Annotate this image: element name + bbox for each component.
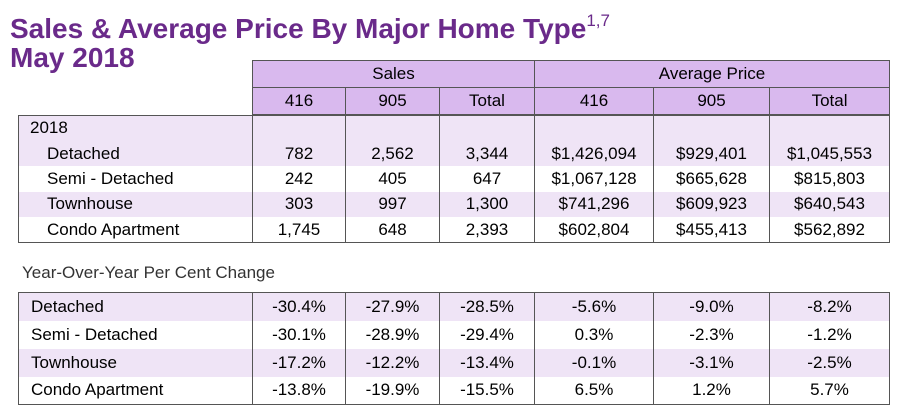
table-cell: $741,296 [534, 191, 654, 218]
table-cell: -27.9% [345, 292, 440, 321]
header-col-sales-416: 416 [252, 87, 346, 115]
table-cell: -17.2% [252, 348, 346, 377]
table-cell: -13.8% [252, 376, 346, 405]
table-cell: -5.6% [534, 292, 654, 321]
table-cell: $815,803 [769, 166, 890, 192]
table-cell: -28.5% [439, 292, 535, 321]
table-cell: -0.1% [534, 348, 654, 377]
table-cell: 6.5% [534, 376, 654, 405]
table-cell: 2,562 [345, 140, 440, 167]
table-row: Townhouse 303 997 1,300 $741,296 $609,92… [18, 191, 890, 218]
row-label: Detached [18, 292, 253, 321]
table-cell: 1,745 [252, 217, 346, 243]
table-cell: -28.9% [345, 320, 440, 349]
row-label: Condo Apartment [18, 376, 253, 405]
table-cell: -9.0% [653, 292, 770, 321]
table-cell: -29.4% [439, 320, 535, 349]
table-cell: $1,426,094 [534, 140, 654, 167]
table-cell: 647 [439, 166, 535, 192]
table-cell: -12.2% [345, 348, 440, 377]
table-cell: -19.9% [345, 376, 440, 405]
table-cell: 0.3% [534, 320, 654, 349]
table-cell: -15.5% [439, 376, 535, 405]
page-title: Sales & Average Price By Major Home Type… [10, 4, 610, 46]
header-col-sales-total: Total [438, 87, 536, 115]
page-subtitle: May 2018 [10, 42, 135, 73]
row-label: Semi - Detached [18, 320, 253, 349]
table-cell: $665,628 [653, 166, 770, 192]
table-cell: -1.2% [769, 320, 890, 349]
table-cell: 5.7% [769, 376, 890, 405]
table-cell: 242 [252, 166, 346, 192]
table-cell: 1,300 [439, 191, 535, 218]
yoy-section-title: Year-Over-Year Per Cent Change [22, 263, 275, 282]
table-cell: -2.5% [769, 348, 890, 377]
header-col-avg-total: Total [769, 87, 891, 115]
year-row: 2018 [18, 115, 890, 141]
row-label: Townhouse [18, 191, 253, 218]
table-cell: -2.3% [653, 320, 770, 349]
title-footnote: 1,7 [586, 11, 610, 30]
table-cell: -3.1% [653, 348, 770, 377]
table-cell: $640,543 [769, 191, 890, 218]
table-cell: 997 [345, 191, 440, 218]
table-cell: $609,923 [653, 191, 770, 218]
row-label: Condo Apartment [18, 217, 253, 243]
yoy-table: Detached -30.4% -27.9% -28.5% -5.6% -9.0… [18, 292, 890, 405]
table-cell: 3,344 [439, 140, 535, 167]
table-cell: $602,804 [534, 217, 654, 243]
table-row: Condo Apartment -13.8% -19.9% -15.5% 6.5… [18, 376, 890, 405]
row-label: Detached [18, 140, 253, 167]
header-col-avg-905: 905 [653, 87, 771, 115]
table-cell: -30.1% [252, 320, 346, 349]
table-cell: 2,393 [439, 217, 535, 243]
table-cell: 782 [252, 140, 346, 167]
table-cell: 648 [345, 217, 440, 243]
table-cell: $562,892 [769, 217, 890, 243]
sales-table: 2018 Detached 782 2,562 3,344 $1,426,094… [18, 115, 890, 243]
table-row: Condo Apartment 1,745 648 2,393 $602,804… [18, 217, 890, 243]
title-text: Sales & Average Price By Major Home Type [10, 13, 587, 44]
table-cell: $929,401 [653, 140, 770, 167]
row-label: Semi - Detached [18, 166, 253, 192]
table-row: Semi - Detached -30.1% -28.9% -29.4% 0.3… [18, 320, 890, 349]
header-col-sales-905: 905 [345, 87, 440, 115]
table-row: Detached 782 2,562 3,344 $1,426,094 $929… [18, 140, 890, 167]
table-cell: -8.2% [769, 292, 890, 321]
table-cell: -13.4% [439, 348, 535, 377]
table-cell: 405 [345, 166, 440, 192]
table-cell: 1.2% [653, 376, 770, 405]
table-row: Detached -30.4% -27.9% -28.5% -5.6% -9.0… [18, 292, 890, 321]
table-cell: $455,413 [653, 217, 770, 243]
table-cell: $1,067,128 [534, 166, 654, 192]
year-label: 2018 [18, 115, 253, 141]
table-cell: 303 [252, 191, 346, 218]
table-cell: -30.4% [252, 292, 346, 321]
table-cell: $1,045,553 [769, 140, 890, 167]
header-group-sales: Sales [251, 60, 536, 88]
header-col-avg-416: 416 [534, 87, 655, 115]
table-row: Semi - Detached 242 405 647 $1,067,128 $… [18, 166, 890, 192]
table-row: Townhouse -17.2% -12.2% -13.4% -0.1% -3.… [18, 348, 890, 377]
header-table: Sales Average Price 416 905 Total 416 90… [251, 60, 891, 115]
row-label: Townhouse [18, 348, 253, 377]
header-group-average-price: Average Price [534, 60, 891, 88]
